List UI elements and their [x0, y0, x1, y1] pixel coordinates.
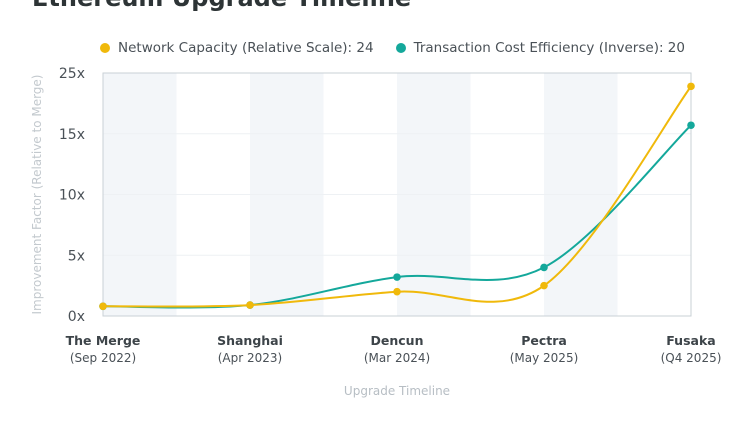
- y-axis-title: Improvement Factor (Relative to Merge): [30, 75, 44, 315]
- x-axis-title: Upgrade Timeline: [344, 384, 450, 398]
- x-tick-label: Pectra: [521, 333, 567, 348]
- data-point: [687, 121, 695, 130]
- data-point: [246, 301, 254, 309]
- legend: Network Capacity (Relative Scale): 24 Tr…: [100, 40, 685, 56]
- chart-title: Ethereum Upgrade Timeline: [32, 0, 411, 12]
- data-point: [393, 273, 401, 281]
- series-line-0: [102, 85, 692, 308]
- data-point: [393, 287, 401, 296]
- data-point: [540, 281, 548, 290]
- plot-frame: [102, 72, 692, 317]
- legend-item-network[interactable]: Network Capacity (Relative Scale): 24: [100, 40, 374, 56]
- x-tick-label: Fusaka: [666, 333, 715, 348]
- x-tick-label: Dencun: [371, 333, 424, 348]
- x-tick-date: (Mar 2024): [364, 351, 430, 365]
- legend-item-transaction[interactable]: Transaction Cost Efficiency (Inverse): 2…: [395, 40, 685, 56]
- x-tick-label: Shanghai: [217, 333, 283, 348]
- y-tick-label: 5x: [68, 248, 85, 264]
- y-tick-label: 10x: [59, 188, 85, 204]
- y-tick-label: 0x: [68, 309, 85, 325]
- x-tick-label: The Merge: [66, 333, 141, 348]
- legend-label-network: Network Capacity (Relative Scale): 24: [118, 40, 374, 56]
- y-tick-label: 15x: [59, 127, 85, 143]
- y-tick-label: 25x: [59, 66, 85, 82]
- x-tick-date: (Q4 2025): [661, 351, 722, 365]
- x-tick-date: (Sep 2022): [70, 351, 136, 365]
- data-point: [99, 302, 107, 311]
- legend-marker-transaction: [395, 43, 406, 53]
- data-point: [540, 263, 548, 272]
- legend-marker-network: [100, 43, 110, 53]
- data-point: [687, 82, 695, 91]
- legend-label-transaction: Transaction Cost Efficiency (Inverse): 2…: [413, 40, 685, 56]
- x-tick-date: (May 2025): [510, 351, 579, 365]
- x-tick-date: (Apr 2023): [218, 351, 282, 365]
